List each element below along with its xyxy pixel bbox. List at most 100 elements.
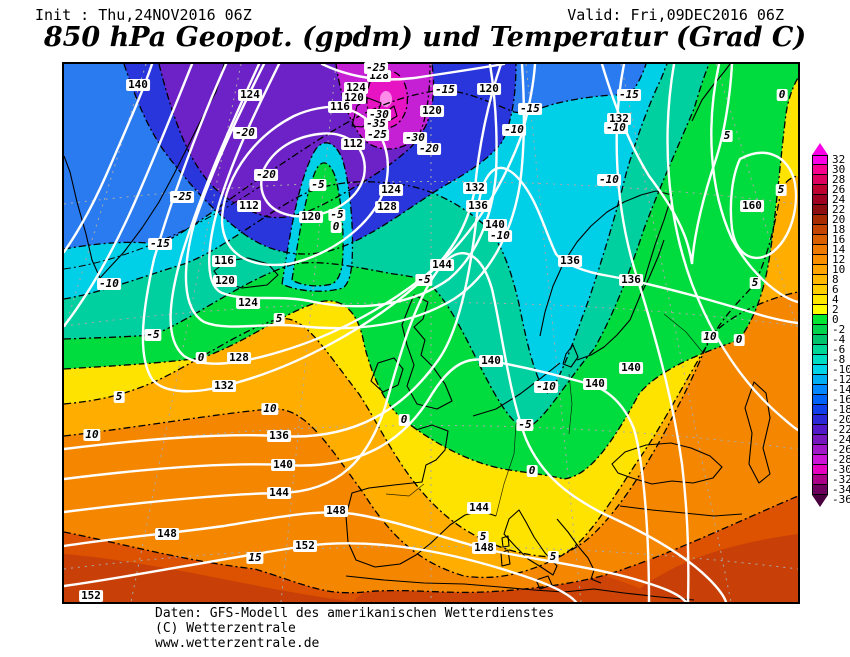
geopotential-label: 140 bbox=[619, 361, 643, 374]
scale-tick-label: -10 bbox=[832, 363, 850, 376]
temperature-label: -10 bbox=[488, 229, 512, 242]
geopotential-label: 120 bbox=[420, 104, 444, 117]
geopotential-label: 136 bbox=[558, 254, 582, 267]
temperature-label: -10 bbox=[597, 173, 621, 186]
coastlines bbox=[64, 64, 771, 601]
geopotential-label: 160 bbox=[740, 199, 764, 212]
scale-tick-label: 4 bbox=[832, 293, 839, 306]
scale-tick-label: -22 bbox=[832, 423, 850, 436]
geopotential-label: 120 bbox=[477, 82, 501, 95]
temperature-label: 10 bbox=[261, 402, 279, 415]
temperature-label: -20 bbox=[254, 168, 278, 181]
scale-cell bbox=[812, 275, 828, 285]
scale-tick-label: -6 bbox=[832, 343, 846, 356]
scale-cell bbox=[812, 335, 828, 345]
scale-tick-label: 16 bbox=[832, 233, 846, 246]
temperature-label: -10 bbox=[534, 380, 558, 393]
scale-cell bbox=[812, 475, 828, 485]
scale-tick-label: 2 bbox=[832, 303, 839, 316]
temperature-label: 15 bbox=[246, 551, 264, 564]
temperature-label: -30 bbox=[403, 131, 427, 144]
scale-cell bbox=[812, 225, 828, 235]
scale-tick-label: 22 bbox=[832, 203, 846, 216]
scale-tick-label: -26 bbox=[832, 443, 850, 456]
temperature-label: 5 bbox=[775, 183, 787, 196]
scale-tick-label: 24 bbox=[832, 193, 846, 206]
temperature-label: 0 bbox=[398, 413, 410, 426]
scale-tick-label: -24 bbox=[832, 433, 850, 446]
scale-tick-label: 32 bbox=[832, 153, 846, 166]
geopotential-label: 144 bbox=[267, 486, 291, 499]
geopotential-label: 132 bbox=[463, 181, 487, 194]
scale-tick-label: 12 bbox=[832, 253, 846, 266]
scale-cell bbox=[812, 405, 828, 415]
geopotential-label: 116 bbox=[328, 100, 352, 113]
geopotential-label: 112 bbox=[237, 199, 261, 212]
scale-cell bbox=[812, 315, 828, 325]
scale-cell bbox=[812, 195, 828, 205]
geopotential-label: 148 bbox=[155, 527, 179, 540]
scale-tick-label: 0 bbox=[832, 313, 839, 326]
geopotential-label: 136 bbox=[466, 199, 490, 212]
geopotential-label: 148 bbox=[324, 504, 348, 517]
scale-tick-label: -2 bbox=[832, 323, 846, 336]
temperature-contours bbox=[64, 64, 798, 594]
scale-tick-label: -36 bbox=[832, 493, 850, 506]
contour-labels: 140 124 124 120 116 128 112 112 120 120 120 124 128 1… bbox=[64, 61, 798, 602]
attribution: Daten: GFS-Modell des amerikanischen Wet… bbox=[155, 606, 555, 651]
scale-cell bbox=[812, 395, 828, 405]
temperature-label: -25 bbox=[364, 61, 388, 74]
geopotential-label: 124 bbox=[344, 81, 368, 94]
temperature-label: 0 bbox=[330, 220, 342, 233]
temperature-label: -10 bbox=[604, 121, 628, 134]
init-time: Init : Thu,24NOV2016 06Z bbox=[35, 6, 252, 24]
temperature-label: -20 bbox=[417, 142, 441, 155]
scale-tick-label: 20 bbox=[832, 213, 846, 226]
scale-cell bbox=[812, 235, 828, 245]
scale-tick-label: -8 bbox=[832, 353, 846, 366]
scale-cell bbox=[812, 245, 828, 255]
temperature-label: -15 bbox=[148, 237, 172, 250]
temperature-label: -15 bbox=[617, 88, 641, 101]
temperature-label: -10 bbox=[502, 123, 526, 136]
scale-tick-label: -12 bbox=[832, 373, 850, 386]
scale-tick-label: 28 bbox=[832, 173, 846, 186]
temperature-label: 0 bbox=[195, 351, 207, 364]
scale-tick-label: -30 bbox=[832, 463, 850, 476]
scale-cell bbox=[812, 295, 828, 305]
geopotential-label: 144 bbox=[430, 258, 454, 271]
weather-map: 140 124 124 120 116 128 112 112 120 120 120 124 128 1… bbox=[62, 62, 800, 604]
scale-cell bbox=[812, 255, 828, 265]
map-canvas bbox=[64, 64, 798, 602]
geopotential-label: 120 bbox=[299, 210, 323, 223]
geopotential-label: 128 bbox=[227, 351, 251, 364]
chart-title: 850 hPa Geopot. (gpdm) und Temperatur (G… bbox=[43, 22, 807, 53]
scale-tick-label: 26 bbox=[832, 183, 846, 196]
temperature-label: -20 bbox=[233, 126, 257, 139]
scale-tick-label: -34 bbox=[832, 483, 850, 496]
geopotential-label: 132 bbox=[212, 379, 236, 392]
scale-tick-label: -20 bbox=[832, 413, 850, 426]
temperature-label: 5 bbox=[273, 312, 285, 325]
scale-tick-label: -14 bbox=[832, 383, 850, 396]
geopotential-label: 136 bbox=[267, 429, 291, 442]
valid-time: Valid: Fri,09DEC2016 06Z bbox=[567, 6, 784, 24]
geopotential-label: 140 bbox=[583, 377, 607, 390]
scale-tick-label: 6 bbox=[832, 283, 839, 296]
temperature-label: -35 bbox=[364, 117, 388, 130]
temperature-label: 5 bbox=[547, 550, 559, 563]
scale-cell bbox=[812, 485, 828, 495]
geopotential-label: 148 bbox=[472, 541, 496, 554]
geopotential-label: 128 bbox=[375, 200, 399, 213]
temperature-label: -5 bbox=[516, 418, 534, 431]
geopotential-label: 140 bbox=[483, 218, 507, 231]
scale-cell bbox=[812, 465, 828, 475]
scale-cell bbox=[812, 155, 828, 165]
geopotential-label: 140 bbox=[271, 458, 295, 471]
geopotential-label: 152 bbox=[79, 589, 103, 602]
temperature-label: 10 bbox=[701, 330, 719, 343]
geopotential-label: 140 bbox=[479, 354, 503, 367]
scale-cell bbox=[812, 345, 828, 355]
scale-tick-label: -18 bbox=[832, 403, 850, 416]
